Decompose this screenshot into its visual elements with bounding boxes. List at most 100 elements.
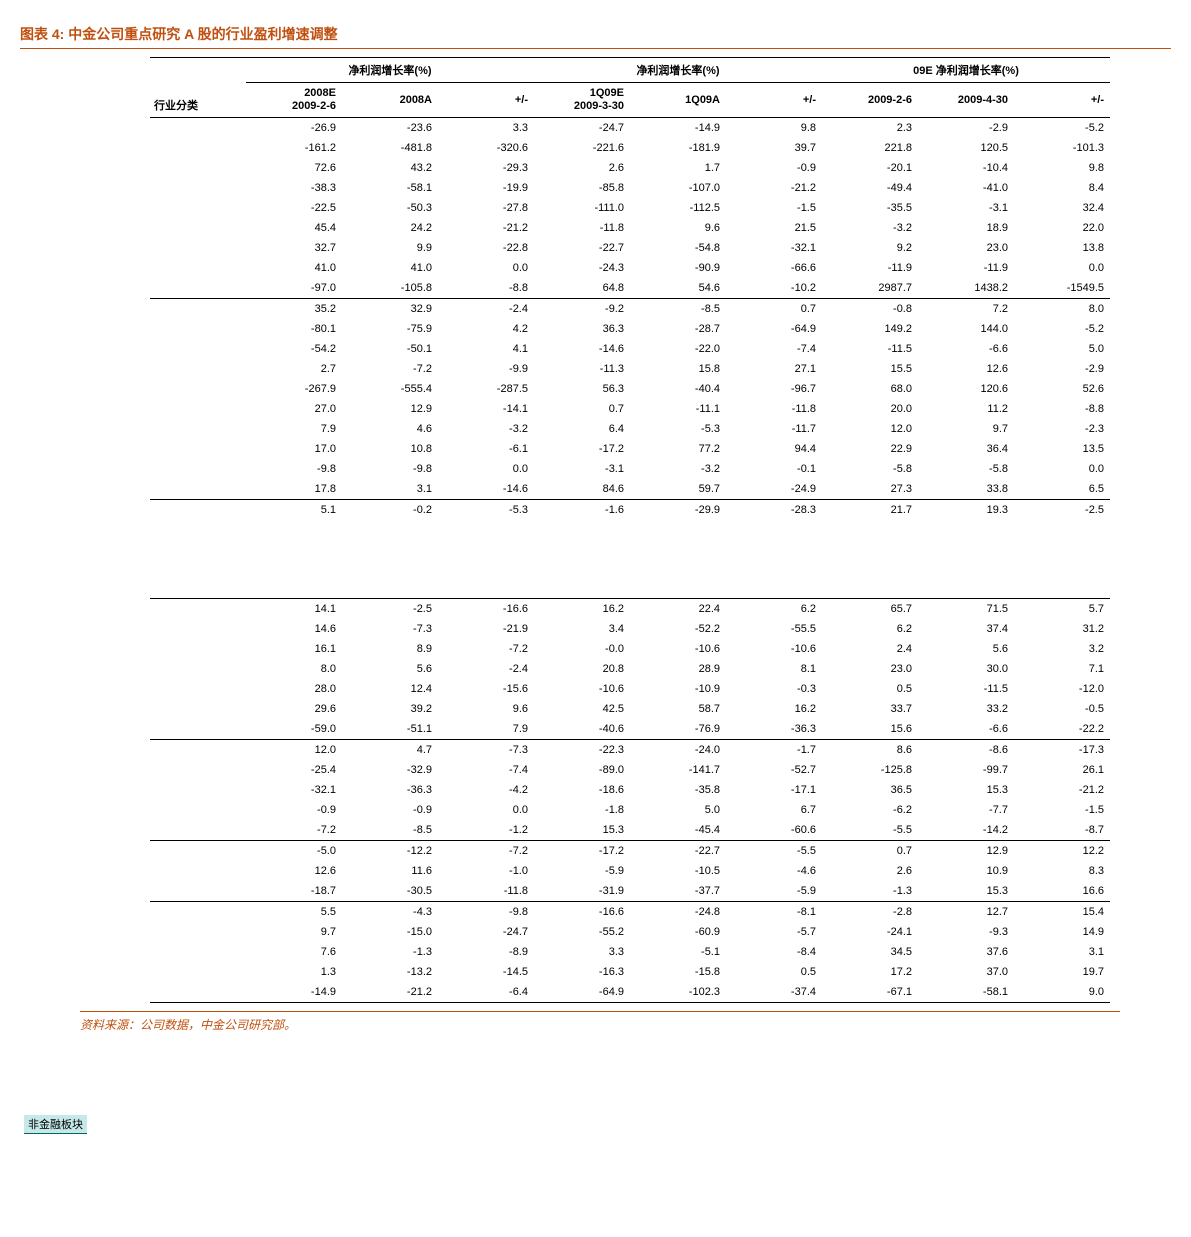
data-cell: 11.2 [918, 399, 1014, 419]
data-cell: 9.6 [438, 699, 534, 719]
data-cell: -11.8 [726, 399, 822, 419]
data-cell: 15.6 [822, 719, 918, 740]
data-cell: 8.0 [1014, 299, 1110, 320]
row-label-cell [150, 922, 246, 942]
data-cell: -8.9 [438, 942, 534, 962]
data-cell: 6.2 [822, 619, 918, 639]
table-row: -32.1-36.3-4.2-18.6-35.8-17.136.515.3-21… [150, 780, 1110, 800]
row-label-cell [150, 962, 246, 982]
data-cell: 0.0 [438, 459, 534, 479]
data-cell: 6.2 [726, 599, 822, 620]
data-cell: 41.0 [342, 258, 438, 278]
sub-header-3: 1Q09E 2009-3-30 [534, 83, 630, 118]
row-label-cell [150, 881, 246, 902]
row-label-cell [150, 760, 246, 780]
data-cell: 12.0 [246, 740, 342, 761]
data-cell: -59.0 [246, 719, 342, 740]
data-cell: -1.2 [438, 820, 534, 841]
data-cell: -9.3 [918, 922, 1014, 942]
data-cell: 36.4 [918, 439, 1014, 459]
data-cell: 9.2 [822, 238, 918, 258]
data-cell: -18.7 [246, 881, 342, 902]
data-cell: -19.9 [438, 178, 534, 198]
data-cell: 8.0 [246, 659, 342, 679]
data-cell: -112.5 [630, 198, 726, 218]
data-cell: -8.5 [342, 820, 438, 841]
data-cell: -11.7 [726, 419, 822, 439]
row-label-cell [150, 841, 246, 862]
data-cell: -15.0 [342, 922, 438, 942]
data-cell: -20.1 [822, 158, 918, 178]
data-cell: -14.1 [438, 399, 534, 419]
data-cell: -50.3 [342, 198, 438, 218]
data-cell: 5.0 [1014, 339, 1110, 359]
row-label-cell [150, 780, 246, 800]
row-label-cell [150, 500, 246, 521]
data-cell: -3.1 [534, 459, 630, 479]
data-cell: 1.3 [246, 962, 342, 982]
data-cell: -21.9 [438, 619, 534, 639]
source-line: 资料来源：公司数据，中金公司研究部。 [80, 1011, 1120, 1033]
data-cell: 65.7 [822, 599, 918, 620]
data-cell: -60.9 [630, 922, 726, 942]
data-cell: -11.3 [534, 359, 630, 379]
data-cell: -2.4 [438, 659, 534, 679]
sub-header-0: 2008E 2009-2-6 [246, 83, 342, 118]
data-cell: 12.0 [822, 419, 918, 439]
data-cell: -49.4 [822, 178, 918, 198]
data-cell: 37.0 [918, 962, 1014, 982]
data-cell: -10.6 [534, 679, 630, 699]
data-cell: -11.9 [822, 258, 918, 278]
row-label-cell [150, 659, 246, 679]
row-label-cell [150, 399, 246, 419]
data-cell: 16.2 [534, 599, 630, 620]
data-cell: 23.0 [918, 238, 1014, 258]
data-cell: -24.9 [726, 479, 822, 500]
data-cell: -481.8 [342, 138, 438, 158]
table-row: 45.424.2-21.2-11.89.621.5-3.218.922.0 [150, 218, 1110, 238]
data-cell: 12.9 [342, 399, 438, 419]
data-cell: 32.9 [342, 299, 438, 320]
data-cell: -5.9 [726, 881, 822, 902]
data-cell: -267.9 [246, 379, 342, 399]
data-cell: -9.8 [342, 459, 438, 479]
data-cell: -3.2 [822, 218, 918, 238]
data-cell: 3.3 [534, 942, 630, 962]
data-cell: -16.6 [534, 902, 630, 923]
row-label-cell [150, 419, 246, 439]
sub-header-8: +/- [1014, 83, 1110, 118]
data-cell: -5.2 [1014, 118, 1110, 139]
row-label-cell [150, 138, 246, 158]
data-cell: 221.8 [822, 138, 918, 158]
data-cell: 35.2 [246, 299, 342, 320]
data-cell: -9.2 [534, 299, 630, 320]
data-cell: -96.7 [726, 379, 822, 399]
data-cell: 34.5 [822, 942, 918, 962]
data-cell: 8.3 [1014, 861, 1110, 881]
data-cell: 13.5 [1014, 439, 1110, 459]
table-header: 行业分类 净利润增长率(%) 净利润增长率(%) 09E 净利润增长率(%) 2… [150, 58, 1110, 118]
data-cell: 22.9 [822, 439, 918, 459]
data-cell: 149.2 [822, 319, 918, 339]
table-row: 35.232.9-2.4-9.2-8.50.7-0.87.28.0 [150, 299, 1110, 320]
table-row: 27.012.9-14.10.7-11.1-11.820.011.2-8.8 [150, 399, 1110, 419]
data-cell: -31.9 [534, 881, 630, 902]
row-label-cell [150, 902, 246, 923]
data-cell: -6.1 [438, 439, 534, 459]
data-cell: -16.3 [534, 962, 630, 982]
data-cell: -5.3 [630, 419, 726, 439]
data-cell: 23.0 [822, 659, 918, 679]
data-cell: -4.2 [438, 780, 534, 800]
data-cell: -555.4 [342, 379, 438, 399]
data-cell: -35.5 [822, 198, 918, 218]
row-label-cell [150, 619, 246, 639]
data-cell: -24.3 [534, 258, 630, 278]
data-cell: -161.2 [246, 138, 342, 158]
data-cell: -5.7 [726, 922, 822, 942]
table-row: 5.5-4.3-9.8-16.6-24.8-8.1-2.812.715.4 [150, 902, 1110, 923]
data-cell: -64.9 [726, 319, 822, 339]
data-cell: -55.5 [726, 619, 822, 639]
table-row: -18.7-30.5-11.8-31.9-37.7-5.9-1.315.316.… [150, 881, 1110, 902]
data-cell: -7.2 [438, 639, 534, 659]
data-cell: 12.9 [918, 841, 1014, 862]
